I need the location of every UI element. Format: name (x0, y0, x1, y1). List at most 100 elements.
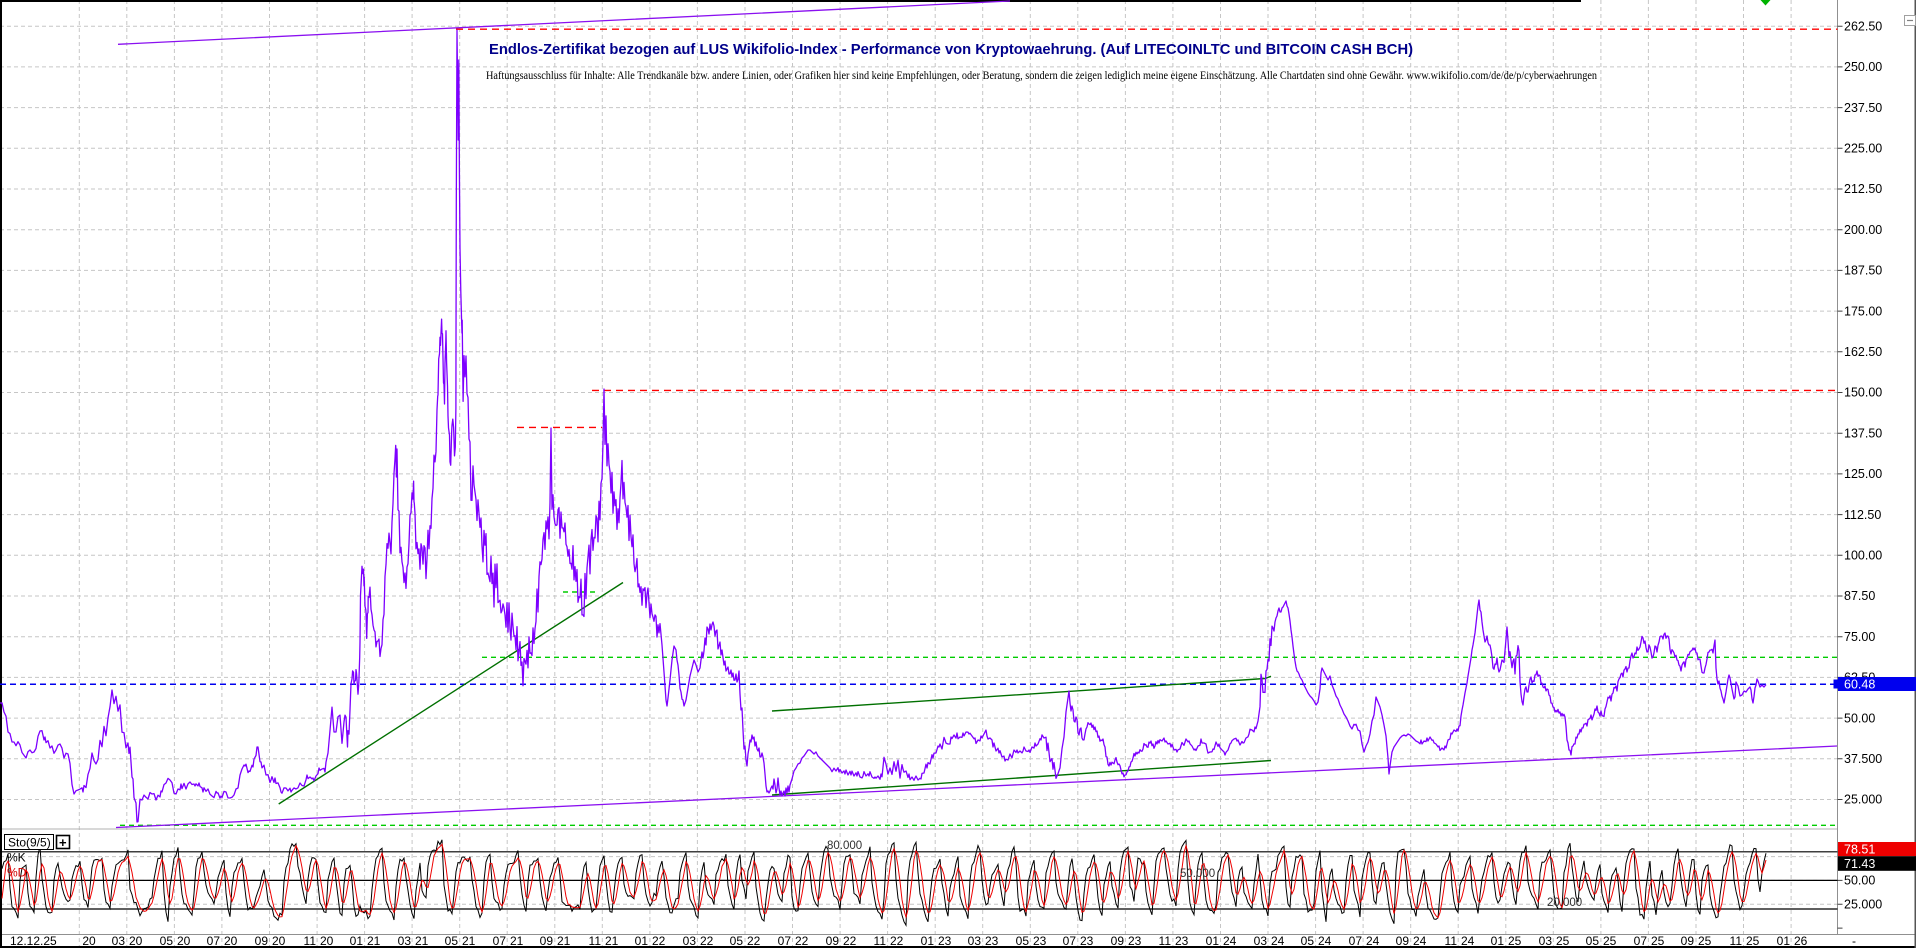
svg-text:09: 09 (1681, 934, 1695, 948)
svg-text:20: 20 (82, 934, 96, 948)
svg-text:11: 11 (874, 934, 887, 948)
svg-text:175.00: 175.00 (1844, 304, 1882, 318)
svg-text:24: 24 (1366, 934, 1380, 948)
svg-text:26: 26 (1794, 934, 1808, 948)
svg-text:21: 21 (415, 934, 429, 948)
svg-text:22: 22 (700, 934, 714, 948)
svg-text:24: 24 (1271, 934, 1285, 948)
svg-text:07: 07 (493, 934, 507, 948)
svg-text:-: - (1852, 934, 1856, 948)
svg-text:24: 24 (1413, 934, 1427, 948)
svg-text:23: 23 (1175, 934, 1189, 948)
svg-text:01: 01 (350, 934, 364, 948)
svg-text:11: 11 (1159, 934, 1172, 948)
svg-text:07: 07 (207, 934, 221, 948)
svg-text:23: 23 (1080, 934, 1094, 948)
svg-text:21: 21 (367, 934, 381, 948)
svg-text:23: 23 (938, 934, 952, 948)
svg-text:150.00: 150.00 (1844, 386, 1882, 400)
svg-text:Haftungsausschluss für Inhalte: Haftungsausschluss für Inhalte: Alle Tre… (486, 68, 1597, 82)
svg-text:01: 01 (1206, 934, 1220, 948)
svg-text:20: 20 (129, 934, 143, 948)
svg-text:20.000: 20.000 (1547, 897, 1582, 909)
svg-text:21: 21 (462, 934, 476, 948)
svg-text:01: 01 (921, 934, 935, 948)
svg-text:25: 25 (1651, 934, 1665, 948)
svg-text:25: 25 (1508, 934, 1522, 948)
svg-text:09: 09 (540, 934, 554, 948)
svg-text:25.000: 25.000 (1844, 793, 1882, 807)
svg-text:20: 20 (224, 934, 238, 948)
svg-text:112.50: 112.50 (1844, 508, 1881, 522)
svg-text:22: 22 (652, 934, 666, 948)
svg-text:25.000: 25.000 (1844, 898, 1882, 912)
svg-text:87.50: 87.50 (1844, 589, 1875, 603)
svg-text:01: 01 (1491, 934, 1505, 948)
svg-text:225.00: 225.00 (1844, 142, 1882, 156)
svg-text:22: 22 (747, 934, 761, 948)
svg-text:37.500: 37.500 (1844, 752, 1882, 766)
svg-text:07: 07 (778, 934, 792, 948)
svg-text:20: 20 (272, 934, 286, 948)
svg-text:200.00: 200.00 (1844, 223, 1882, 237)
svg-text:09: 09 (255, 934, 269, 948)
svg-text:03: 03 (112, 934, 126, 948)
svg-text:%D: %D (7, 866, 27, 880)
svg-text:09: 09 (1396, 934, 1410, 948)
svg-text:25: 25 (1556, 934, 1570, 948)
svg-text:09: 09 (1111, 934, 1125, 948)
svg-text:25: 25 (1746, 934, 1760, 948)
svg-text:03: 03 (1539, 934, 1553, 948)
svg-text:05: 05 (1586, 934, 1600, 948)
svg-text:%K: %K (7, 851, 26, 865)
svg-text:03: 03 (683, 934, 697, 948)
svg-text:24: 24 (1318, 934, 1332, 948)
svg-text:07: 07 (1634, 934, 1648, 948)
svg-text:21: 21 (510, 934, 524, 948)
svg-text:11: 11 (1445, 934, 1458, 948)
svg-text:23: 23 (1033, 934, 1047, 948)
svg-text:Sto(9/5): Sto(9/5) (8, 836, 51, 850)
svg-text:125.00: 125.00 (1844, 467, 1882, 481)
svg-text:03: 03 (1254, 934, 1268, 948)
svg-text:50.000: 50.000 (1180, 868, 1215, 880)
svg-text:05: 05 (445, 934, 459, 948)
svg-text:22: 22 (795, 934, 809, 948)
svg-text:21: 21 (557, 934, 571, 948)
svg-text:22: 22 (890, 934, 904, 948)
svg-text:237.50: 237.50 (1844, 101, 1882, 115)
svg-text:03: 03 (968, 934, 982, 948)
svg-text:212.50: 212.50 (1844, 182, 1882, 196)
svg-text:23: 23 (1128, 934, 1142, 948)
svg-text:25: 25 (1698, 934, 1712, 948)
svg-text:24: 24 (1223, 934, 1237, 948)
svg-text:24: 24 (1461, 934, 1475, 948)
svg-text:01: 01 (1777, 934, 1791, 948)
svg-text:23: 23 (985, 934, 999, 948)
svg-text:11: 11 (304, 934, 317, 948)
svg-text:07: 07 (1349, 934, 1363, 948)
svg-text:187.50: 187.50 (1844, 264, 1882, 278)
svg-text:71.43: 71.43 (1844, 857, 1875, 871)
svg-text:60.48: 60.48 (1844, 677, 1875, 691)
svg-text:12.12.25: 12.12.25 (10, 934, 57, 948)
svg-text:22: 22 (843, 934, 857, 948)
svg-text:75.00: 75.00 (1844, 630, 1875, 644)
svg-text:05: 05 (730, 934, 744, 948)
svg-text:09: 09 (826, 934, 840, 948)
svg-text:137.50: 137.50 (1844, 426, 1882, 440)
svg-text:Endlos-Zertifikat bezogen auf: Endlos-Zertifikat bezogen auf LUS Wikifo… (489, 42, 1413, 58)
svg-text:05: 05 (1016, 934, 1030, 948)
svg-text:100.00: 100.00 (1844, 549, 1882, 563)
svg-text:20: 20 (320, 934, 334, 948)
svg-text:262.50: 262.50 (1844, 19, 1882, 33)
svg-text:07: 07 (1063, 934, 1077, 948)
svg-text:11: 11 (589, 934, 602, 948)
svg-text:80.000: 80.000 (827, 840, 862, 852)
svg-text:20: 20 (177, 934, 191, 948)
svg-text:250.00: 250.00 (1844, 60, 1882, 74)
svg-text:162.50: 162.50 (1844, 345, 1882, 359)
svg-text:03: 03 (398, 934, 412, 948)
svg-text:21: 21 (605, 934, 619, 948)
svg-text:25: 25 (1603, 934, 1617, 948)
